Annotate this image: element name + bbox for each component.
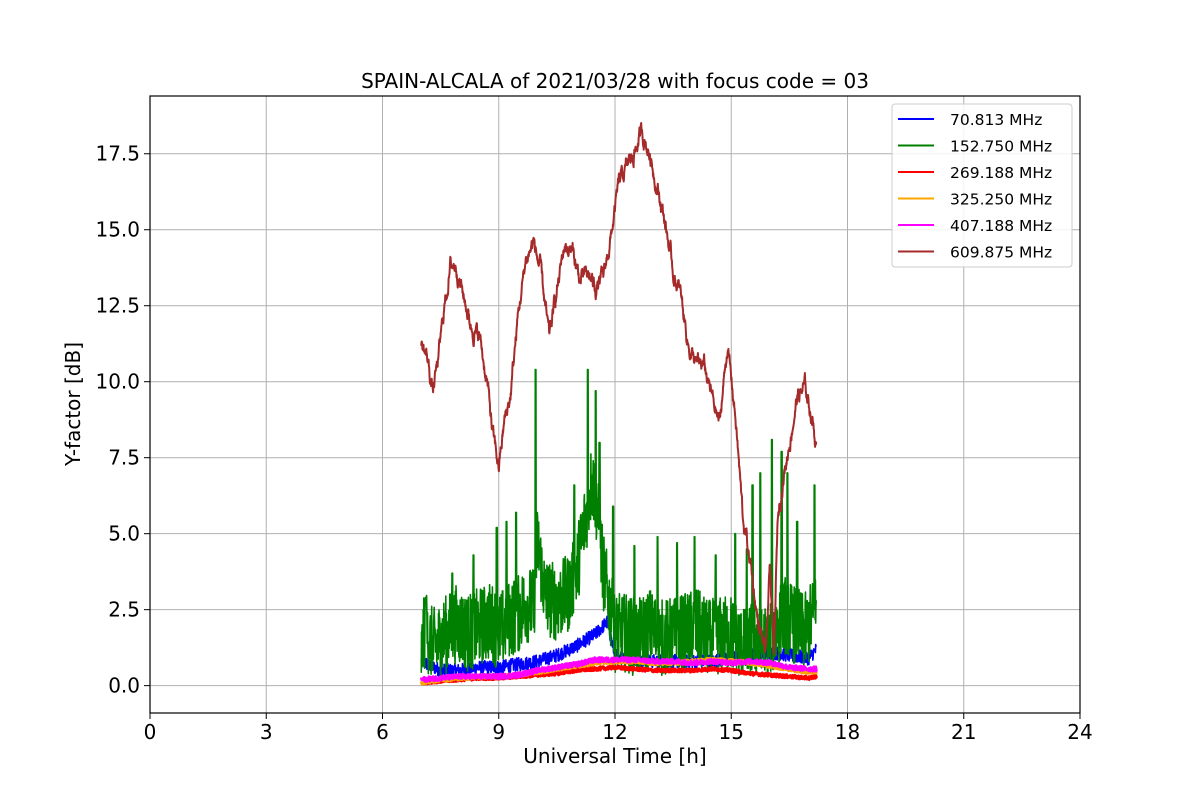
x-tick-label: 12 <box>602 720 627 744</box>
legend-label: 407.188 MHz <box>950 217 1052 235</box>
x-tick-label: 9 <box>492 720 505 744</box>
legend-box <box>891 103 1073 268</box>
series-line <box>420 122 818 656</box>
y-tick-label: 15.0 <box>95 218 140 242</box>
y-axis-label: Y-factor [dB] <box>61 342 85 467</box>
series-line <box>420 656 818 683</box>
y-tick-label: 10.0 <box>95 370 140 394</box>
series-line <box>420 368 818 678</box>
x-axis-label: Universal Time [h] <box>523 744 706 768</box>
legend: 70.813 MHz 152.750 MHz 269.188 MHz 325.250 … <box>891 103 1073 268</box>
y-tick-label: 7.5 <box>108 446 140 470</box>
grid <box>149 96 1081 713</box>
x-tick-label: 0 <box>144 720 157 744</box>
x-tick-label: 6 <box>376 720 389 744</box>
x-tick-label: 15 <box>719 720 744 744</box>
legend-label: 325.250 MHz <box>950 191 1052 209</box>
legend-label: 269.188 MHz <box>950 164 1052 182</box>
x-tick-label: 21 <box>951 720 976 744</box>
y-tick-label: 5.0 <box>108 522 140 546</box>
series-group <box>420 122 818 686</box>
x-tick-label: 18 <box>835 720 860 744</box>
axis-ticks: 0 3 6 9 12 15 18 21 24 0.0 2.5 5.0 7.5 10.0 12.5 15.0 17… <box>95 142 1092 744</box>
legend-label: 152.750 MHz <box>950 138 1052 156</box>
legend-label: 609.875 MHz <box>950 244 1052 262</box>
x-tick-label: 3 <box>260 720 273 744</box>
chart-title: SPAIN-ALCALA of 2021/03/28 with focus co… <box>361 69 869 93</box>
y-tick-label: 17.5 <box>95 142 140 166</box>
y-tick-label: 2.5 <box>108 598 140 622</box>
y-tick-label: 12.5 <box>95 294 140 318</box>
x-tick-label: 24 <box>1067 720 1092 744</box>
legend-label: 70.813 MHz <box>950 111 1042 129</box>
y-tick-label: 0.0 <box>108 674 140 698</box>
